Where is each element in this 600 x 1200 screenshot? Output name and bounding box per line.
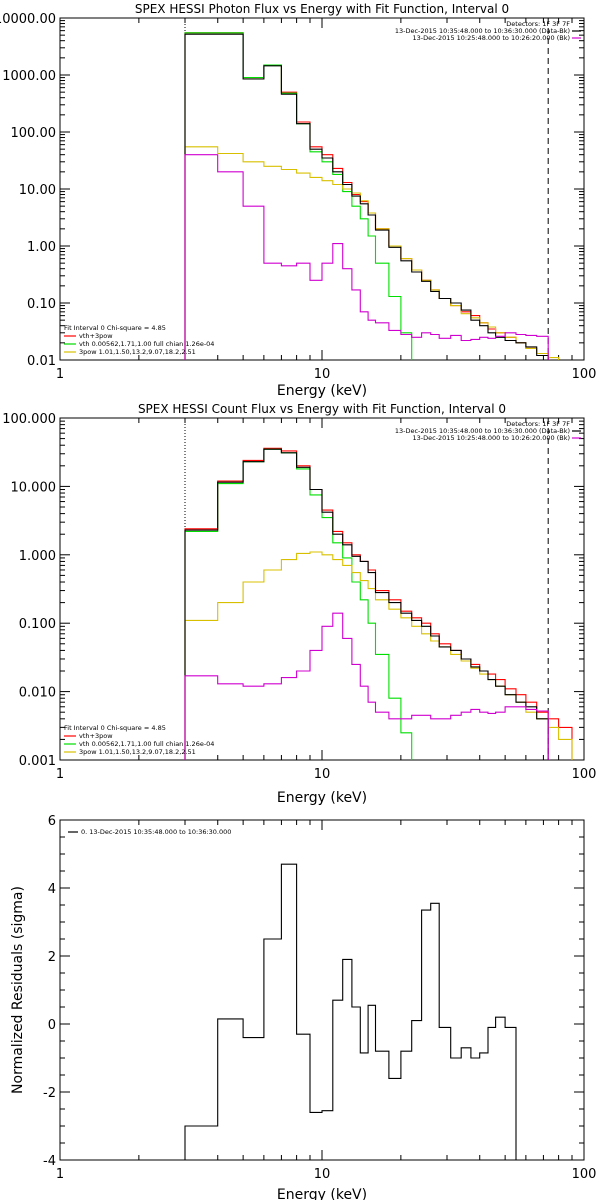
x-tick-label: 100 — [572, 1167, 597, 1182]
series-line-vth — [184, 32, 413, 360]
series-line-3pow — [184, 146, 560, 360]
y-tick-label: 0.010 — [19, 686, 56, 701]
y-tick-label: -2 — [43, 1086, 56, 1101]
chart-title: SPEX HESSI Photon Flux vs Energy with Fi… — [135, 2, 509, 16]
legend-top-entry: Detectors: 1F 3F 7F — [506, 20, 570, 28]
photon-flux-panel: SPEX HESSI Photon Flux vs Energy with Fi… — [0, 2, 596, 399]
legend-fit-title: Fit Interval 0 Chi-square = 4.85 — [64, 724, 166, 732]
y-tick-label: 100.00 — [11, 126, 57, 141]
x-tick-label: 10 — [314, 1167, 331, 1182]
plot-frame — [59, 819, 585, 1161]
legend-entry: 0. 13-Dec-2015 10:35:48.000 to 10:36:30.… — [81, 828, 231, 836]
legend-top-entry: 13-Dec-2015 10:25:48.000 to 10:26:20.000… — [413, 434, 571, 442]
count-flux-panel: SPEX HESSI Count Flux vs Energy with Fit… — [2, 402, 596, 806]
series-line-data — [184, 33, 549, 360]
x-axis-label: Energy (keV) — [277, 383, 367, 399]
x-tick-label: 1 — [56, 1167, 64, 1182]
y-tick-label: 0.100 — [19, 617, 56, 632]
y-axis-label: Normalized Residuals (sigma) — [10, 886, 26, 1094]
y-tick-label: -4 — [43, 1154, 56, 1169]
legend-entry: vth+3pow — [79, 732, 113, 740]
y-tick-label: 0 — [48, 1018, 56, 1033]
y-tick-label: 2 — [48, 950, 56, 965]
x-axis-label: Energy (keV) — [277, 1187, 367, 1200]
series-line-0- — [184, 863, 517, 1160]
series-line-vth — [184, 448, 413, 760]
series-line-vth-3pow — [184, 32, 549, 360]
x-tick-label: 100 — [572, 767, 597, 782]
x-axis-label: Energy (keV) — [277, 790, 367, 806]
legend-entry: 3pow 1.01,1.50,13.2,9.07,18.2,2.51 — [79, 348, 196, 356]
y-tick-label: 10.000 — [11, 480, 57, 495]
y-tick-label: 0.01 — [27, 354, 56, 369]
y-tick-label: 1.00 — [27, 240, 56, 255]
series-line-vth-3pow — [184, 447, 573, 760]
y-tick-label: 1.000 — [19, 549, 56, 564]
y-tick-label: 100.000 — [2, 412, 56, 427]
x-tick-label: 10 — [314, 767, 331, 782]
legend-entry: 3pow 1.01,1.50,13.2,9.07,18.2,2.51 — [79, 748, 196, 756]
legend-top-entry: Detectors: 1F 3F 7F — [506, 420, 570, 428]
legend-fit-title: Fit Interval 0 Chi-square = 4.85 — [64, 324, 166, 332]
y-tick-label: 0.10 — [27, 297, 56, 312]
y-tick-label: 4 — [48, 882, 56, 897]
legend-top-entry: 13-Dec-2015 10:35:48.000 to 10:36:30.000… — [395, 427, 570, 435]
series-line-3pow — [184, 551, 573, 760]
series-line-bk — [184, 612, 549, 760]
series-line-bk — [184, 154, 549, 360]
chart-title: SPEX HESSI Count Flux vs Energy with Fit… — [138, 402, 506, 416]
legend-top-entry: 13-Dec-2015 10:35:48.000 to 10:36:30.000… — [395, 27, 570, 35]
series-line-data — [184, 448, 549, 760]
y-tick-label: 10.00 — [19, 183, 56, 198]
y-tick-label: 10000.00 — [0, 12, 56, 27]
y-tick-label: 6 — [48, 814, 56, 829]
residuals-panel: Energy (keV) Normalized Residuals (sigma… — [10, 814, 596, 1200]
plot-frame — [59, 17, 585, 361]
legend-entry: vth 0.00562,1.71,1.00 full chian 1.26e-0… — [79, 340, 214, 348]
y-tick-label: 0.001 — [19, 754, 56, 769]
x-tick-label: 1 — [56, 767, 64, 782]
x-tick-label: 10 — [314, 367, 331, 382]
legend-top-entry: 13-Dec-2015 10:25:48.000 to 10:26:20.000… — [413, 34, 571, 42]
legend-entry: vth 0.00562,1.71,1.00 full chian 1.26e-0… — [79, 740, 214, 748]
x-tick-label: 1 — [56, 367, 64, 382]
x-tick-label: 100 — [572, 367, 597, 382]
legend-entry: vth+3pow — [79, 332, 113, 340]
y-tick-label: 1000.00 — [2, 69, 56, 84]
